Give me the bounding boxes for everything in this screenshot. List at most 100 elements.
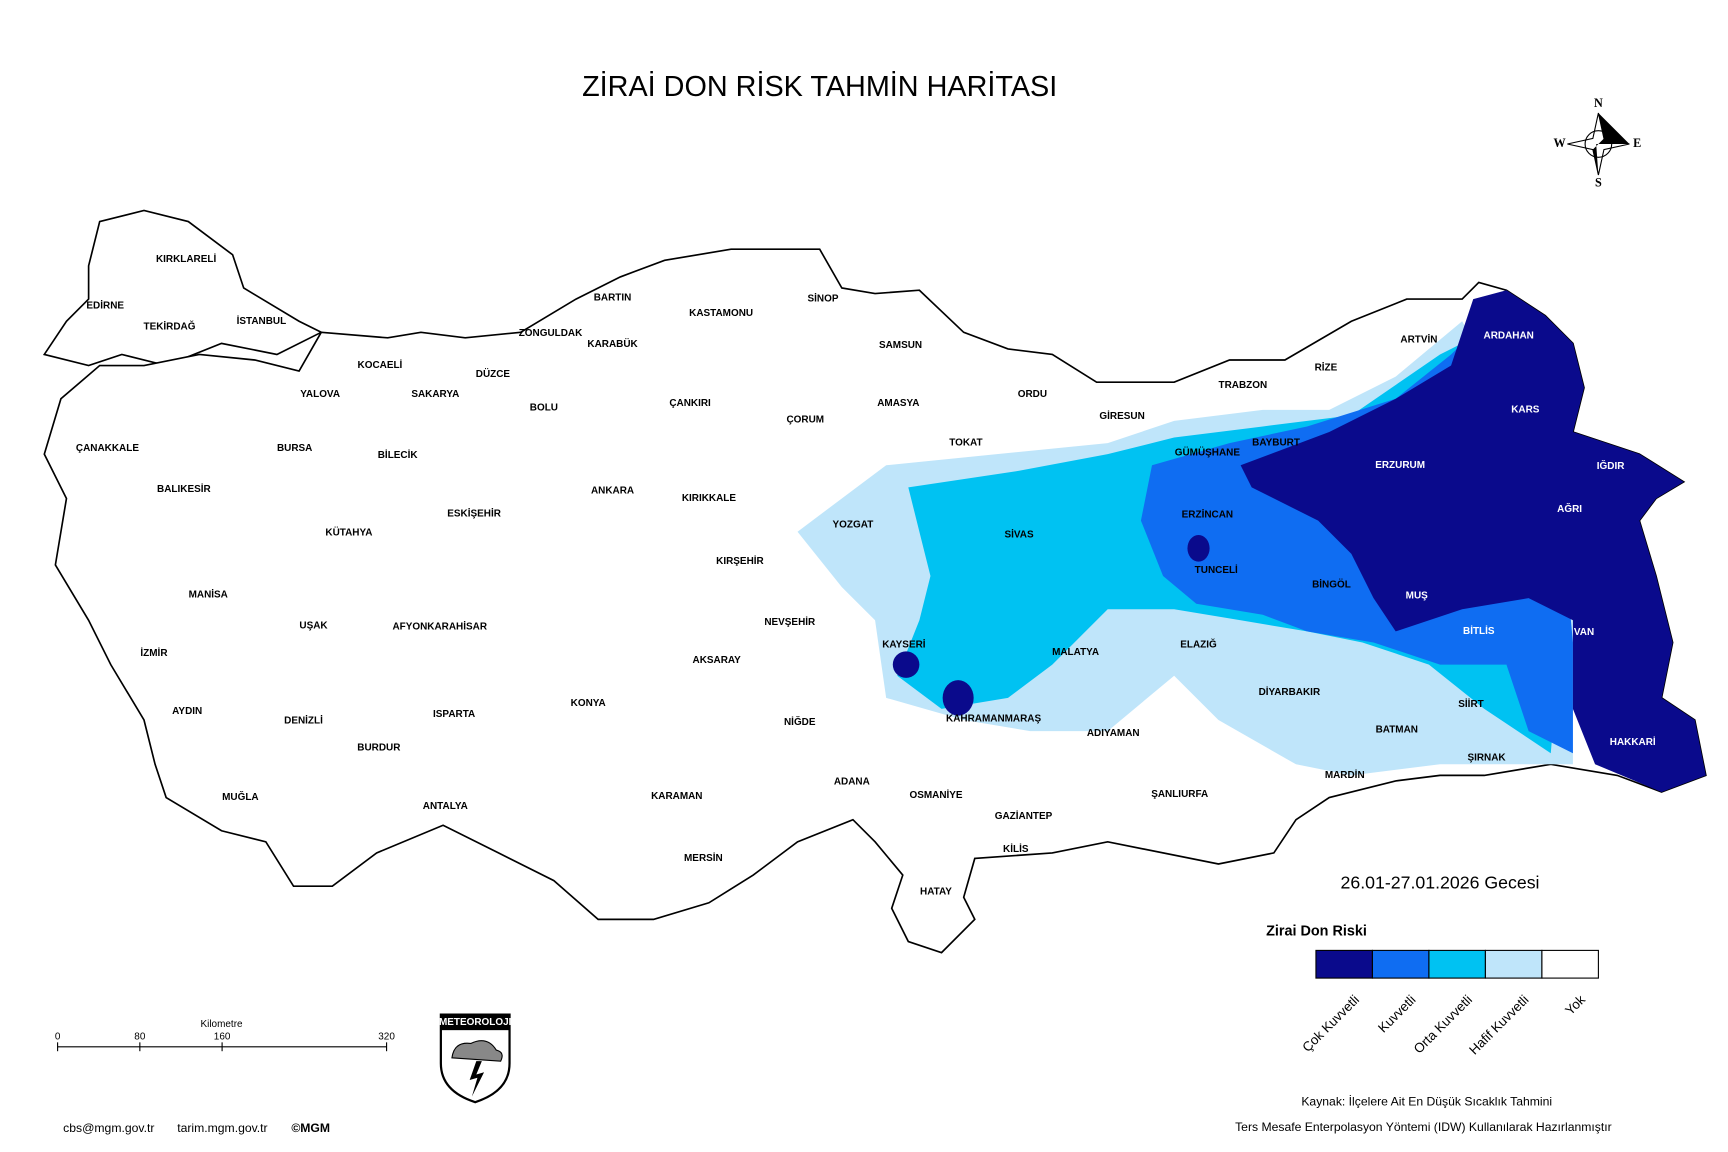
- province-label: KARABÜK: [587, 339, 638, 350]
- logo: METEOROLOJI: [439, 1013, 512, 1104]
- province-label: UŞAK: [299, 620, 328, 631]
- province-label: ERZİNCAN: [1182, 510, 1233, 521]
- province-label: TUNCELİ: [1195, 565, 1238, 576]
- province-label: İSTANBUL: [237, 316, 287, 327]
- province-label: KIRŞEHİR: [716, 556, 764, 567]
- province-label: KIRKLARELİ: [156, 254, 217, 265]
- scale-label: 320: [378, 1031, 395, 1042]
- legend-swatch: [1541, 949, 1599, 979]
- province-label: BİLECİK: [378, 450, 419, 461]
- source-line: Ters Mesafe Enterpolasyon Yöntemi (IDW) …: [1235, 1120, 1612, 1134]
- province-label: ÇANKIRI: [669, 398, 711, 409]
- province-label: AYDIN: [172, 706, 202, 717]
- province-label: KAYSERİ: [882, 639, 926, 650]
- compass-s: S: [1595, 176, 1602, 190]
- province-label: KOCAELİ: [358, 360, 403, 371]
- province-label: DÜZCE: [476, 369, 511, 380]
- province-label: SİİRT: [1458, 699, 1483, 710]
- province-label: ISPARTA: [433, 709, 475, 720]
- footer-site: tarim.mgm.gov.tr: [177, 1121, 267, 1135]
- province-label: KIRIKKALE: [682, 493, 737, 504]
- logo-bolt: [469, 1061, 485, 1097]
- compass-ring: [1584, 130, 1613, 158]
- thrace: [42, 209, 324, 367]
- province-label: BOLU: [530, 402, 558, 413]
- province-label: ORDU: [1018, 389, 1047, 400]
- province-label: MERSİN: [684, 853, 723, 864]
- legend-swatch: [1484, 949, 1543, 979]
- compass-e: E: [1633, 136, 1641, 150]
- province-label: ESKİŞEHİR: [447, 509, 501, 520]
- province-label: GÜMÜŞHANE: [1175, 448, 1241, 459]
- province-label: KARS: [1511, 404, 1540, 415]
- province-label: KÜTAHYA: [325, 527, 372, 538]
- risk-spot: [1187, 535, 1210, 562]
- forecast-date: 26.01-27.01.2026 Gecesi: [1341, 873, 1540, 893]
- legend-label: Yok: [1562, 992, 1588, 1018]
- province-label: KONYA: [571, 698, 606, 709]
- province-label: ELAZIĞ: [1180, 638, 1217, 650]
- province-label: AKSARAY: [693, 655, 742, 666]
- province-label: KAHRAMANMARAŞ: [946, 714, 1041, 725]
- province-label: AĞRI: [1557, 503, 1582, 515]
- province-label: RİZE: [1315, 362, 1338, 373]
- legend-label: Kuvvetli: [1375, 992, 1419, 1036]
- province-label: GAZİANTEP: [995, 811, 1053, 822]
- province-label: ARDAHAN: [1484, 330, 1534, 341]
- province-label: BATMAN: [1376, 725, 1418, 736]
- province-label: DİYARBAKIR: [1259, 687, 1321, 698]
- risk-spot: [942, 680, 974, 716]
- scale-label: 160: [214, 1031, 231, 1042]
- province-label: MALATYA: [1052, 647, 1099, 658]
- risk-spot: [892, 651, 920, 678]
- compass-n: N: [1594, 96, 1603, 110]
- province-label: ŞANLIURFA: [1151, 789, 1208, 800]
- province-label: ŞIRNAK: [1467, 752, 1506, 763]
- province-label: BAYBURT: [1252, 438, 1300, 449]
- footer-copyright: ©MGM: [291, 1121, 330, 1135]
- province-label: GİRESUN: [1099, 411, 1144, 422]
- risk-area-very-strong: [1240, 290, 1706, 792]
- legend-swatch: [1371, 949, 1430, 979]
- province-label: ARTVİN: [1400, 335, 1437, 346]
- province-label: ANKARA: [591, 485, 634, 496]
- scale-label: 0: [55, 1031, 61, 1042]
- footer-email: cbs@mgm.gov.tr: [63, 1121, 154, 1135]
- province-label: IĞDIR: [1597, 460, 1625, 472]
- legend-swatch: [1315, 949, 1373, 979]
- province-label: MANİSA: [189, 589, 228, 600]
- land: [42, 209, 1707, 954]
- province-label: BALIKESİR: [157, 484, 211, 495]
- province-label: TEKİRDAĞ: [143, 320, 195, 332]
- map-title: ZİRAİ DON RİSK TAHMİN HARİTASI: [582, 70, 1057, 103]
- province-label: KASTAMONU: [689, 308, 753, 319]
- province-label: YALOVA: [300, 389, 340, 400]
- province-label: VAN: [1574, 627, 1594, 638]
- province-label: DENİZLİ: [284, 716, 323, 727]
- province-label: SAMSUN: [879, 340, 922, 351]
- province-label: TOKAT: [949, 438, 982, 449]
- legend-title: Zirai Don Riski: [1266, 923, 1367, 939]
- legend-label: Çok Kuvvetli: [1299, 992, 1362, 1055]
- province-label: MARDİN: [1325, 770, 1365, 781]
- province-label: SİVAS: [1005, 530, 1034, 541]
- logo-text: METEOROLOJI: [439, 1017, 512, 1028]
- province-label: YOZGAT: [833, 520, 874, 531]
- province-label: ÇANAKKALE: [76, 443, 139, 454]
- legend-swatch: [1428, 949, 1486, 979]
- province-label: OSMANİYE: [909, 790, 962, 801]
- province-label: ADIYAMAN: [1087, 728, 1140, 739]
- compass: N E S W: [1554, 96, 1642, 190]
- province-label: KARAMAN: [651, 791, 702, 802]
- logo-band: [440, 1014, 510, 1031]
- province-label: AFYONKARAHİSAR: [392, 622, 487, 633]
- province-label: HATAY: [920, 886, 952, 897]
- province-label: İZMİR: [140, 648, 167, 659]
- province-label: ERZURUM: [1375, 460, 1425, 471]
- province-label: BURSA: [277, 443, 312, 454]
- province-label: TRABZON: [1219, 380, 1268, 391]
- province-label: BİNGÖL: [1312, 579, 1351, 590]
- scale-unit: Kilometre: [201, 1019, 244, 1030]
